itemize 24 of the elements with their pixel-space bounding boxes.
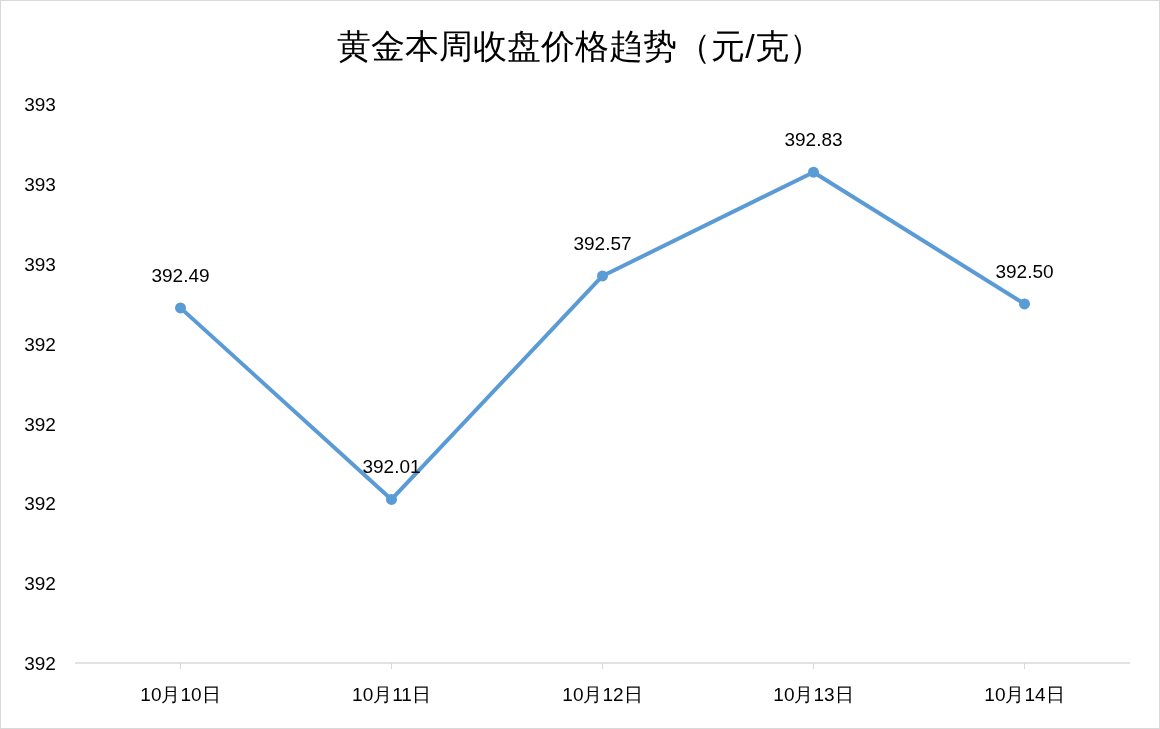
point (1019, 298, 1030, 310)
y-tick-label: 392 (24, 493, 56, 515)
data-label: 392.01 (362, 456, 421, 478)
data-label: 392.57 (573, 232, 632, 254)
y-tick-label: 393 (24, 94, 56, 116)
y-tick-label: 393 (24, 254, 56, 275)
x-tick-label: 10月10日 (140, 684, 221, 705)
point (808, 166, 819, 178)
point (386, 493, 397, 505)
x-tick-label: 10月12日 (562, 684, 643, 705)
x-tick-label: 10月14日 (984, 684, 1065, 705)
x-tick-label: 10月13日 (773, 684, 854, 705)
x-tick-label: 10月11日 (352, 684, 431, 705)
point (175, 302, 186, 314)
y-tick-label: 393 (24, 174, 56, 196)
data-label: 392.83 (784, 129, 843, 151)
y-tick-label: 392 (24, 653, 56, 674)
y-tick-label: 392 (24, 573, 56, 595)
chart-title: 黄金本周收盘价格趋势（元/克） (337, 27, 823, 65)
point (597, 270, 608, 282)
data-label: 392.49 (151, 264, 210, 286)
y-tick-label: 392 (24, 333, 56, 355)
data-label: 392.50 (995, 260, 1054, 282)
y-tick-label: 392 (24, 413, 56, 435)
